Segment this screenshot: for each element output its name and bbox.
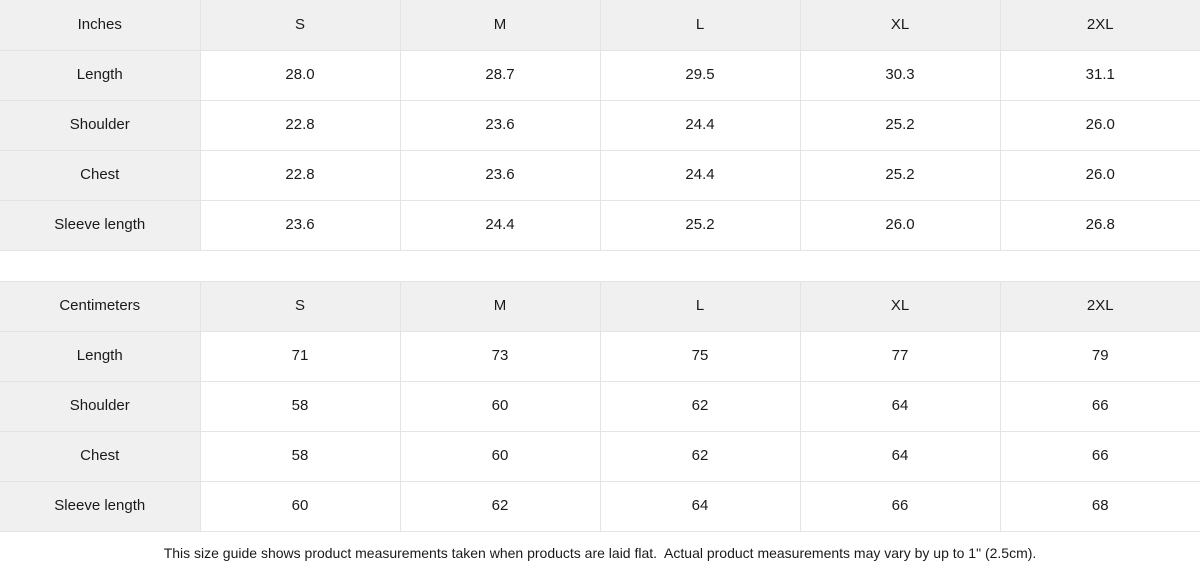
centimeters-header-row: Centimeters S M L XL 2XL	[0, 280, 1200, 332]
centimeters-sleeve-length-xl: 66	[799, 480, 1001, 532]
inches-row-label-chest: Chest	[0, 149, 201, 201]
centimeters-size-header-l: L	[599, 280, 801, 332]
centimeters-chest-2xl: 66	[999, 430, 1200, 482]
inches-unit-label: Inches	[0, 0, 201, 51]
table-row: Chest 22.8 23.6 24.4 25.2 26.0	[0, 149, 1200, 201]
centimeters-chest-l: 62	[599, 430, 801, 482]
inches-row-label-sleeve-length: Sleeve length	[0, 199, 201, 251]
inches-chest-xl: 25.2	[799, 149, 1001, 201]
centimeters-chest-s: 58	[199, 430, 401, 482]
inches-chest-2xl: 26.0	[999, 149, 1200, 201]
centimeters-length-2xl: 79	[999, 330, 1200, 382]
inches-size-header-xl: XL	[799, 0, 1001, 51]
centimeters-unit-label: Centimeters	[0, 280, 201, 332]
centimeters-length-s: 71	[199, 330, 401, 382]
table-spacer-row	[0, 249, 1200, 282]
centimeters-size-header-s: S	[199, 280, 401, 332]
table-row: Length 71 73 75 77 79	[0, 330, 1200, 382]
inches-sleeve-length-l: 25.2	[599, 199, 801, 251]
table-row: Sleeve length 60 62 64 66 68	[0, 480, 1200, 532]
centimeters-row-label-chest: Chest	[0, 430, 201, 482]
centimeters-row-label-shoulder: Shoulder	[0, 380, 201, 432]
inches-chest-s: 22.8	[199, 149, 401, 201]
table-row: Sleeve length 23.6 24.4 25.2 26.0 26.8	[0, 199, 1200, 251]
inches-sleeve-length-m: 24.4	[399, 199, 601, 251]
table-row: Shoulder 22.8 23.6 24.4 25.2 26.0	[0, 99, 1200, 151]
table-row: Shoulder 58 60 62 64 66	[0, 380, 1200, 432]
inches-length-2xl: 31.1	[999, 49, 1200, 101]
inches-length-l: 29.5	[599, 49, 801, 101]
inches-length-xl: 30.3	[799, 49, 1001, 101]
centimeters-length-l: 75	[599, 330, 801, 382]
table-row: Chest 58 60 62 64 66	[0, 430, 1200, 482]
inches-row-label-shoulder: Shoulder	[0, 99, 201, 151]
centimeters-length-xl: 77	[799, 330, 1001, 382]
centimeters-size-header-xl: XL	[799, 280, 1001, 332]
centimeters-shoulder-2xl: 66	[999, 380, 1200, 432]
inches-size-header-l: L	[599, 0, 801, 51]
inches-shoulder-s: 22.8	[199, 99, 401, 151]
centimeters-size-header-2xl: 2XL	[999, 280, 1200, 332]
inches-row-label-length: Length	[0, 49, 201, 101]
centimeters-row-label-sleeve-length: Sleeve length	[0, 480, 201, 532]
size-guide-footnote-row: This size guide shows product measuremen…	[0, 530, 1200, 576]
inches-chest-l: 24.4	[599, 149, 801, 201]
inches-sleeve-length-s: 23.6	[199, 199, 401, 251]
inches-size-header-2xl: 2XL	[999, 0, 1200, 51]
inches-header-row: Inches S M L XL 2XL	[0, 0, 1200, 51]
inches-shoulder-2xl: 26.0	[999, 99, 1200, 151]
centimeters-chest-xl: 64	[799, 430, 1001, 482]
table-spacer-cell	[0, 249, 1200, 282]
inches-length-s: 28.0	[199, 49, 401, 101]
inches-size-header-s: S	[199, 0, 401, 51]
centimeters-shoulder-s: 58	[199, 380, 401, 432]
centimeters-sleeve-length-l: 64	[599, 480, 801, 532]
centimeters-shoulder-m: 60	[399, 380, 601, 432]
inches-shoulder-l: 24.4	[599, 99, 801, 151]
inches-sleeve-length-2xl: 26.8	[999, 199, 1200, 251]
inches-length-m: 28.7	[399, 49, 601, 101]
inches-shoulder-xl: 25.2	[799, 99, 1001, 151]
centimeters-size-header-m: M	[399, 280, 601, 332]
size-guide-footnote: This size guide shows product measuremen…	[0, 530, 1200, 576]
centimeters-sleeve-length-m: 62	[399, 480, 601, 532]
centimeters-chest-m: 60	[399, 430, 601, 482]
centimeters-shoulder-l: 62	[599, 380, 801, 432]
centimeters-row-label-length: Length	[0, 330, 201, 382]
table-row: Length 28.0 28.7 29.5 30.3 31.1	[0, 49, 1200, 101]
centimeters-length-m: 73	[399, 330, 601, 382]
centimeters-sleeve-length-2xl: 68	[999, 480, 1200, 532]
inches-size-header-m: M	[399, 0, 601, 51]
inches-sleeve-length-xl: 26.0	[799, 199, 1001, 251]
inches-shoulder-m: 23.6	[399, 99, 601, 151]
centimeters-shoulder-xl: 64	[799, 380, 1001, 432]
centimeters-sleeve-length-s: 60	[199, 480, 401, 532]
inches-chest-m: 23.6	[399, 149, 601, 201]
